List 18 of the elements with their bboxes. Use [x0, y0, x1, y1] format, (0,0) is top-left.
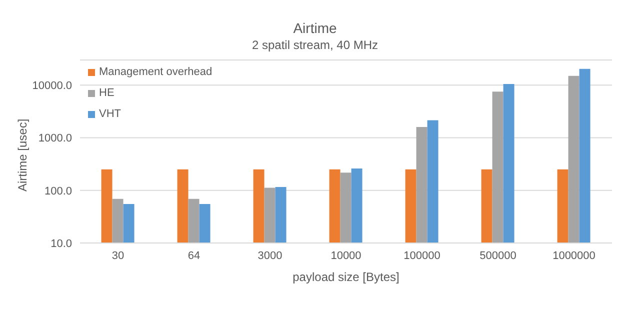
x-tick-label: 1000000 — [552, 250, 596, 262]
x-tick-label: 3000 — [258, 250, 282, 262]
x-axis-title: payload size [Bytes] — [292, 270, 400, 284]
y-axis-title: Airtime [usec] — [15, 118, 30, 192]
x-tick-label: 100000 — [404, 250, 440, 262]
y-tick-label: 1000.0 — [38, 132, 72, 145]
x-tick-label: 30 — [112, 250, 124, 262]
legend-label: HE — [99, 87, 114, 99]
y-tick-label: 100.0 — [44, 185, 72, 198]
x-tick-label: 500000 — [480, 250, 516, 262]
chart-subtitle: 2 spatil stream, 40 MHz — [250, 38, 380, 52]
legend-label: Management overhead — [99, 66, 212, 78]
y-tick-label: 10.0 — [50, 238, 72, 250]
chart-title: Airtime — [292, 20, 338, 36]
x-tick-label: 64 — [188, 250, 200, 262]
y-tick-label: 10000.0 — [32, 80, 72, 92]
x-tick-label: 10000 — [330, 250, 362, 262]
legend-label: VHT — [99, 108, 121, 120]
